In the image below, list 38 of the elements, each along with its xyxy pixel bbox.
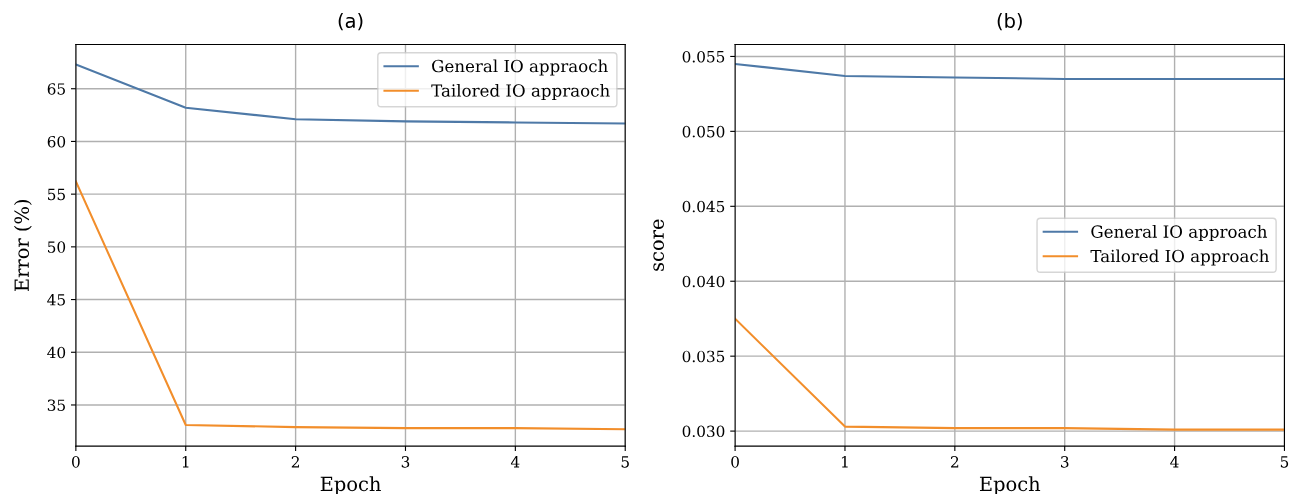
line-series xyxy=(75,180,626,431)
legend-label: General IO appraoch xyxy=(432,59,608,76)
x-axis-title: Epoch xyxy=(320,476,381,494)
y-tick-label: 0.050 xyxy=(682,125,725,138)
x-tick-label: 5 xyxy=(621,456,629,468)
x-tick-label: 3 xyxy=(1061,456,1069,468)
x-tick-label: 2 xyxy=(951,456,959,468)
y-axis-title: score xyxy=(653,219,664,271)
x-tick-label: 4 xyxy=(510,456,520,468)
legend-label: Tailored IO approach xyxy=(1090,249,1269,266)
y-tick-label: 40 xyxy=(47,346,66,359)
x-tick-label: 4 xyxy=(1170,456,1179,468)
y-tick-label: 55 xyxy=(48,188,65,201)
y-tick-label: 0.035 xyxy=(682,350,725,363)
x-tick-label: 0 xyxy=(72,456,80,468)
y-tick-label: 45 xyxy=(47,294,65,306)
y-tick-label: 0.030 xyxy=(682,425,725,438)
x-tick-label: 1 xyxy=(182,456,189,468)
y-tick-label: 35 xyxy=(47,399,65,411)
x-tick-label: 3 xyxy=(401,456,410,468)
line-series xyxy=(735,62,1285,80)
y-tick-label: 50 xyxy=(48,241,66,253)
y-tick-label: 0.040 xyxy=(682,275,725,288)
x-tick-label: 2 xyxy=(291,456,299,468)
chart-title: (b) xyxy=(997,13,1022,31)
y-tick-label: 0.055 xyxy=(682,50,725,63)
chart-title: (a) xyxy=(338,13,363,31)
x-tick-label: 1 xyxy=(841,456,848,468)
legend-label: Tailored IO appraoch xyxy=(431,83,610,101)
y-tick-label: 0.045 xyxy=(682,200,725,213)
line-series xyxy=(735,317,1285,431)
legend-label: General IO approach xyxy=(1091,224,1268,242)
y-tick-label: 65 xyxy=(47,83,65,95)
x-axis-title: Epoch xyxy=(979,476,1041,494)
y-tick-label: 60 xyxy=(47,135,66,148)
x-tick-label: 5 xyxy=(1280,456,1289,468)
y-axis-title: Error (%) xyxy=(13,200,32,291)
x-tick-label: 0 xyxy=(731,456,739,468)
